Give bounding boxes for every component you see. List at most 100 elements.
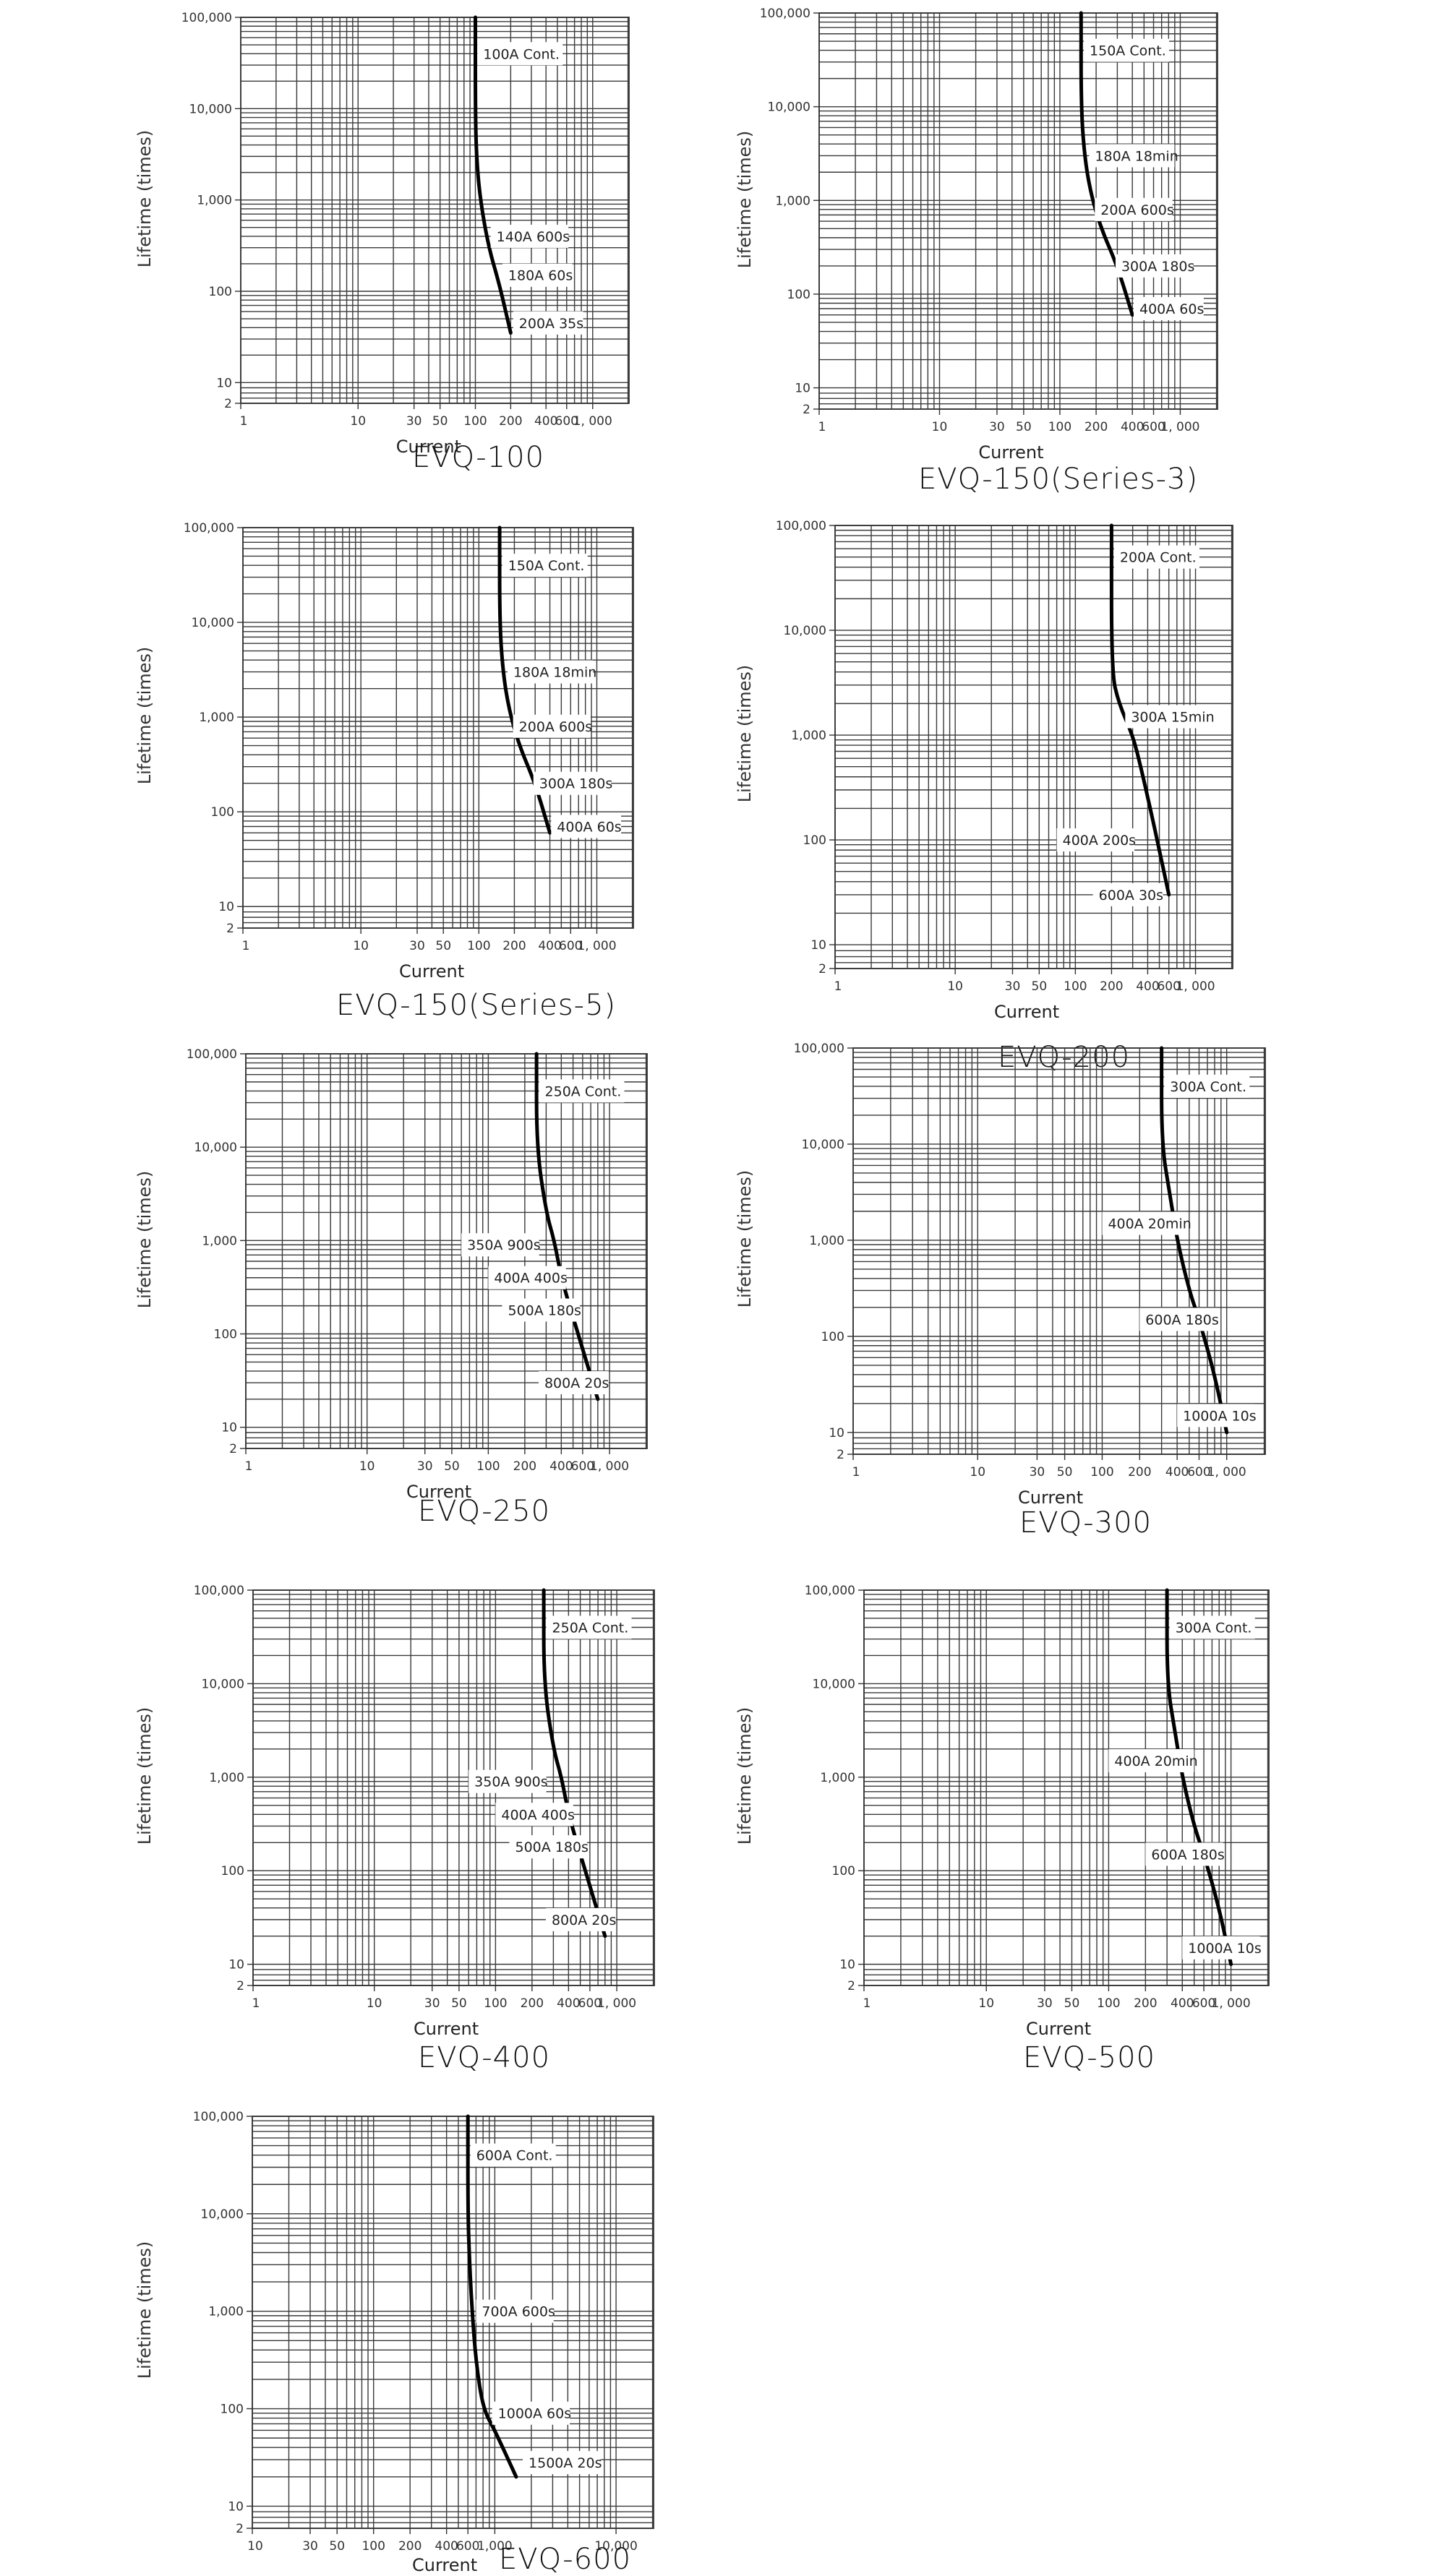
svg-text:1000A 10s: 1000A 10s — [1183, 1408, 1256, 1424]
y-tick-label: 10 — [795, 382, 810, 396]
x-tick-label: 1 — [834, 979, 842, 994]
x-tick-label: 100 — [1097, 1996, 1120, 2011]
lifetime-curve — [497, 525, 552, 835]
curve-annotation: 300A Cont. — [1169, 1615, 1255, 1639]
y-tick-label: 100 — [211, 805, 234, 820]
svg-text:350A 900s: 350A 900s — [474, 1774, 547, 1790]
y-tick-label: 10 — [829, 1426, 844, 1441]
x-axis-label: Current — [994, 1002, 1060, 1022]
y-tick-label: 100 — [821, 1330, 844, 1344]
y-tick-label: 10,000 — [192, 616, 234, 630]
svg-text:800A 20s: 800A 20s — [552, 1912, 616, 1928]
y-tick-label: 100,000 — [194, 1584, 244, 1598]
y-tick-label: 1,000 — [197, 194, 232, 208]
y-tick-label: 10,000 — [802, 1138, 844, 1152]
x-tick-label: 100 — [484, 1996, 507, 2011]
x-tick-label: 50 — [329, 2539, 345, 2554]
x-tick-label: 50 — [451, 1996, 467, 2011]
x-axis-label: Current — [1026, 2019, 1092, 2039]
svg-text:300A 180s: 300A 180s — [539, 776, 612, 792]
curve-annotation: 200A 35s — [513, 311, 583, 335]
x-tick-label: 1, 000 — [1212, 1996, 1251, 2011]
x-tick-label: 600 — [1157, 979, 1180, 994]
y-tick-label: 10,000 — [768, 100, 810, 115]
svg-text:200A Cont.: 200A Cont. — [1120, 550, 1197, 566]
svg-text:200A 35s: 200A 35s — [519, 316, 583, 332]
svg-text:600A 180s: 600A 180s — [1145, 1312, 1218, 1328]
curve-annotation: 600A 180s — [1145, 1842, 1225, 1866]
x-tick-label: 30 — [406, 414, 422, 429]
x-tick-label: 50 — [1064, 1996, 1080, 2011]
x-tick-label: 600 — [578, 1996, 602, 2011]
chart-title: EVQ-250 — [418, 1495, 551, 1528]
y-tick-label: 10 — [228, 2499, 244, 2514]
y-tick-label: 1,000 — [775, 194, 810, 208]
curve-annotation: 350A 900s — [461, 1233, 541, 1257]
y-tick-label: 100 — [832, 1864, 855, 1879]
y-tick-label: 10 — [228, 1958, 244, 1972]
x-tick-label: 600 — [559, 939, 582, 953]
x-tick-label: 600 — [555, 414, 578, 429]
x-tick-label: 50 — [435, 939, 451, 953]
lifetime-curve — [1079, 11, 1134, 317]
svg-text:180A 18min: 180A 18min — [513, 665, 596, 681]
x-tick-label: 1, 000 — [1160, 420, 1199, 434]
y-tick-label: 100,000 — [187, 1047, 237, 1062]
y-tick-label: 1,000 — [209, 1771, 244, 1785]
chart-title: EVQ-600 — [499, 2543, 632, 2576]
svg-text:400A 60s: 400A 60s — [1139, 301, 1204, 317]
y-tick-label: 100,000 — [181, 11, 232, 25]
x-tick-label: 10 — [359, 1459, 375, 1474]
y-tick-label: 1,000 — [820, 1771, 855, 1785]
svg-text:400A 20min: 400A 20min — [1114, 1753, 1197, 1769]
y-tick-label: 100,000 — [193, 2110, 244, 2124]
x-tick-label: 30 — [1005, 979, 1021, 994]
svg-text:800A 20s: 800A 20s — [544, 1375, 609, 1391]
x-tick-label: 10 — [367, 1996, 382, 2011]
y-axis-label: Lifetime (times) — [134, 2241, 155, 2379]
y-tick-label: 10,000 — [194, 1141, 237, 1155]
curve-annotation: 400A 400s — [488, 1266, 568, 1289]
y-tick-label: 10 — [839, 1958, 855, 1972]
x-tick-label: 1 — [818, 420, 826, 434]
x-tick-label: 1, 000 — [1176, 979, 1215, 994]
svg-text:700A 600s: 700A 600s — [482, 2304, 555, 2320]
curve-annotation: 1000A 60s — [492, 2401, 571, 2425]
x-tick-label: 400 — [557, 1996, 580, 2011]
x-tick-label: 1 — [240, 414, 248, 429]
svg-text:140A 600s: 140A 600s — [497, 229, 570, 245]
svg-text:500A 180s: 500A 180s — [515, 1839, 588, 1855]
svg-text:600A 30s: 600A 30s — [1099, 888, 1163, 903]
svg-text:150A Cont.: 150A Cont. — [508, 558, 585, 574]
curve-annotation: 250A Cont. — [546, 1615, 632, 1639]
curve-annotation: 600A 180s — [1139, 1308, 1219, 1331]
curve-annotation: 400A 20min — [1102, 1211, 1192, 1235]
x-axis-label: Current — [414, 2019, 479, 2039]
svg-text:400A 400s: 400A 400s — [501, 1807, 574, 1823]
curve-annotation: 1500A 20s — [523, 2451, 602, 2475]
curve-annotation: 150A Cont. — [502, 554, 588, 578]
x-tick-label: 30 — [409, 939, 425, 953]
x-tick-label: 200 — [1100, 979, 1123, 994]
x-tick-label: 200 — [1134, 1996, 1157, 2011]
x-tick-label: 1, 000 — [597, 1996, 636, 2011]
curve-annotation: 150A Cont. — [1084, 38, 1170, 62]
x-tick-label: 10 — [932, 420, 948, 434]
y-tick-label: 100 — [787, 288, 810, 302]
x-axis-label: Current — [1018, 1487, 1084, 1508]
curve-annotation: 400A 400s — [495, 1803, 575, 1826]
svg-text:300A Cont.: 300A Cont. — [1170, 1079, 1246, 1095]
curve-annotation: 400A 200s — [1056, 828, 1136, 852]
chart-title: EVQ-150(Series-5) — [336, 989, 617, 1022]
curve-annotation: 400A 60s — [1133, 297, 1204, 321]
svg-text:180A 18min: 180A 18min — [1095, 148, 1178, 164]
svg-text:200A 600s: 200A 600s — [1100, 202, 1173, 218]
x-tick-label: 200 — [513, 1459, 536, 1474]
curve-annotation: 200A Cont. — [1113, 545, 1199, 569]
